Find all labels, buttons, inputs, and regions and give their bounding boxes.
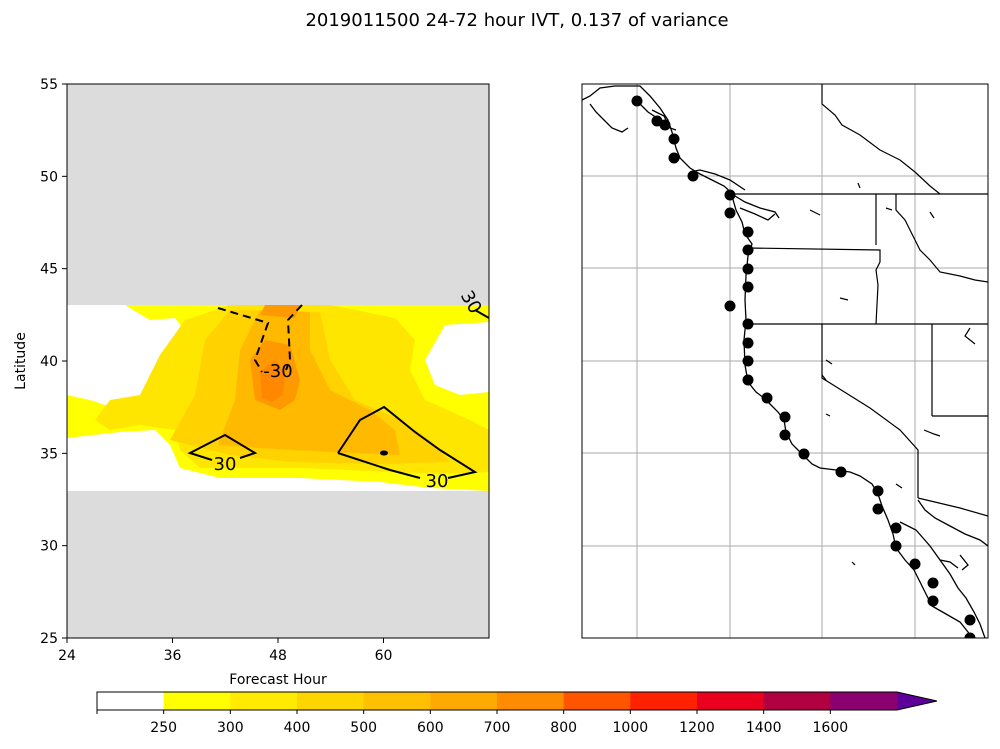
y-axis-label: Latitude — [13, 332, 29, 390]
right-axes-frame — [581, 83, 989, 639]
positive-contour-line — [474, 309, 489, 319]
colorbar-tick-label: 1600 — [813, 720, 849, 736]
contour-label: 30 — [426, 471, 449, 492]
station-marker — [742, 244, 754, 256]
y-tick-label: 55 — [40, 77, 58, 93]
colorbar-segment — [297, 692, 365, 710]
colorbar-segment — [630, 692, 698, 710]
y-tick-label: 45 — [40, 262, 58, 278]
station-marker — [890, 522, 902, 534]
contour-fill-below-250 — [425, 322, 489, 395]
colorbar-segment — [430, 692, 498, 710]
colorbar-tick-label: 700 — [484, 720, 511, 736]
station-marker — [964, 614, 976, 626]
colorbar-extend-arrow — [897, 692, 937, 710]
colorbar-tick-label: 1400 — [746, 720, 782, 736]
ivt-forecast-panel: -30 30 30 30 24 36 48 60 25 30 35 40 45 50 55 Fore… — [13, 77, 490, 688]
colorbar-outline — [96, 691, 938, 711]
contour-fill-700 — [260, 360, 285, 402]
colorbar-segment — [563, 692, 631, 710]
x-tick-label: 60 — [375, 648, 393, 664]
colorbar-segment — [163, 692, 231, 710]
x-tick-label: 36 — [164, 648, 182, 664]
colorbar-segment — [830, 692, 898, 710]
colorbar-segment — [363, 692, 431, 710]
colorbar-segment — [497, 692, 565, 710]
colorbar: 250 300 400 500 600 700 800 1000 1200 1400 1600 — [96, 691, 938, 736]
station-marker — [835, 466, 847, 478]
y-tick-label: 35 — [40, 446, 58, 462]
station-marker — [659, 119, 671, 131]
left-axes: 24 36 48 60 25 30 35 40 45 50 55 — [40, 77, 392, 664]
colorbar-segment — [697, 692, 765, 710]
station-marker — [631, 95, 643, 107]
station-marker — [761, 392, 773, 404]
station-marker — [724, 207, 736, 219]
station-marker — [724, 189, 736, 201]
station-marker — [909, 558, 921, 570]
variance-contour-lines — [187, 304, 489, 479]
colorbar-tick-label: 1000 — [613, 720, 649, 736]
positive-contour-line — [337, 405, 478, 479]
negative-contour-line — [217, 307, 270, 373]
colorbar-segment — [230, 692, 298, 710]
station-marker — [798, 448, 810, 460]
colorbar-tick-label: 250 — [150, 720, 177, 736]
station-marker — [742, 355, 754, 367]
x-axis-label: Forecast Hour — [229, 672, 327, 688]
station-marker — [668, 152, 680, 164]
colorbar-tick-label: 1200 — [679, 720, 715, 736]
station-marker — [779, 411, 791, 423]
colorbar-tick-label: 800 — [550, 720, 577, 736]
station-marker — [724, 300, 736, 312]
colorbar-tick-label: 300 — [217, 720, 244, 736]
colorbar-segment — [763, 692, 831, 710]
contour-fill-below-250 — [67, 305, 188, 410]
station-marker — [668, 133, 680, 145]
station-marker — [964, 632, 976, 638]
y-tick-label: 40 — [40, 354, 58, 370]
state-borders — [735, 84, 988, 566]
station-marker — [742, 374, 754, 386]
colorbar-segment — [97, 692, 165, 710]
map-gridlines — [582, 84, 988, 638]
station-marker — [779, 429, 791, 441]
station-marker — [742, 226, 754, 238]
colorbar-tick-label: 400 — [284, 720, 311, 736]
station-markers — [631, 95, 976, 638]
station-map-panel — [581, 83, 989, 639]
station-marker — [742, 281, 754, 293]
no-data-region-south — [67, 491, 489, 638]
ivt-filled-contours: -30 30 30 30 — [67, 84, 489, 638]
contour-dot — [380, 450, 388, 456]
station-marker — [890, 540, 902, 552]
figure-title: 2019011500 24-72 hour IVT, 0.137 of vari… — [305, 10, 728, 31]
negative-contour-line — [285, 304, 303, 371]
contour-fill-600 — [260, 305, 300, 318]
no-data-region-north — [67, 84, 489, 305]
y-tick-label: 50 — [40, 169, 58, 185]
colorbar-tick-label: 600 — [417, 720, 444, 736]
contour-label: 30 — [214, 454, 237, 475]
station-marker — [742, 337, 754, 349]
colorbar-tick-label: 500 — [350, 720, 377, 736]
y-tick-label: 25 — [40, 631, 58, 647]
station-marker — [687, 170, 699, 182]
x-tick-label: 48 — [269, 648, 287, 664]
positive-contour-line — [337, 452, 421, 479]
y-tick-label: 30 — [40, 539, 58, 555]
contour-fill-below-250 — [67, 430, 489, 491]
positive-contour-line — [187, 433, 258, 461]
station-marker — [927, 577, 939, 589]
x-tick-label: 24 — [58, 648, 76, 664]
contour-label: -30 — [263, 361, 292, 382]
station-marker — [742, 263, 754, 275]
station-marker — [872, 503, 884, 515]
station-marker — [872, 485, 884, 497]
station-marker — [927, 595, 939, 607]
station-marker — [742, 318, 754, 330]
